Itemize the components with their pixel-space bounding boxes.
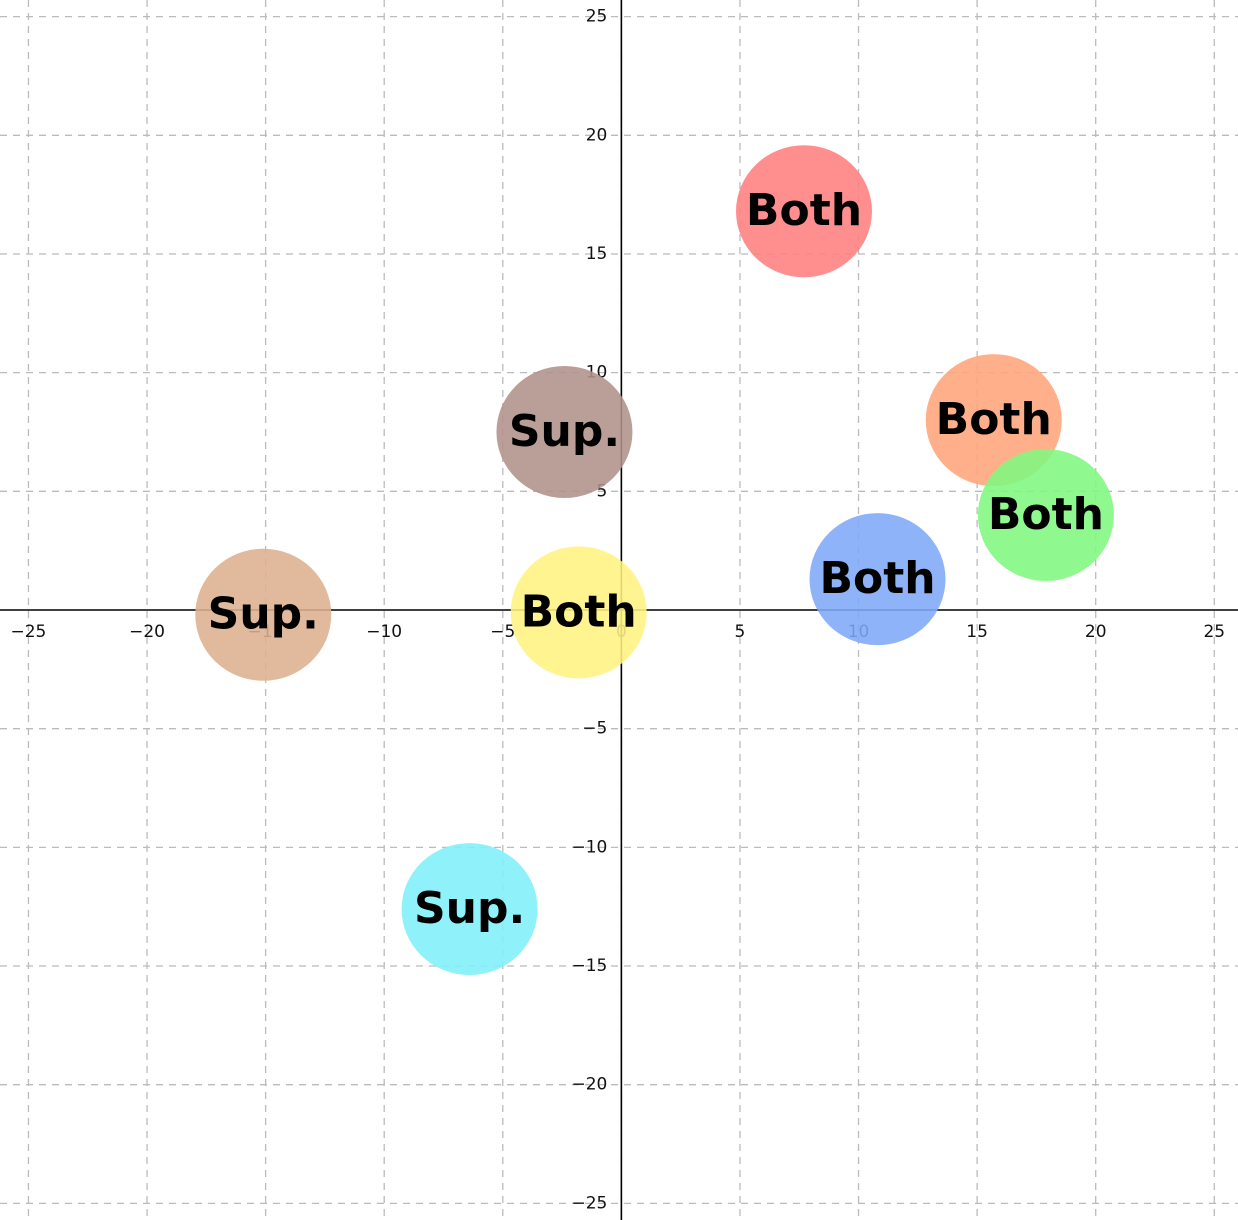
cluster-blob (496, 365, 633, 498)
cluster-label: Both (819, 553, 935, 604)
cluster-label: Sup. (208, 589, 319, 640)
cluster-blob (809, 513, 946, 646)
y-tick-label: 25 (586, 7, 608, 27)
cluster-label: Both (988, 489, 1104, 540)
y-tick-label: −10 (571, 837, 607, 857)
y-tick-label: −15 (571, 956, 607, 976)
x-tick-label: 20 (1085, 622, 1107, 642)
blobs (195, 145, 1114, 976)
y-tick-label: −25 (571, 1193, 607, 1213)
y-tick-label: 20 (586, 125, 608, 145)
y-tick-label: −20 (571, 1075, 607, 1095)
x-tick-label: −20 (129, 622, 165, 642)
y-tick-label: 5 (597, 481, 608, 501)
x-tick-label: −5 (490, 622, 515, 642)
cluster-blob (735, 145, 872, 278)
cluster-blob (977, 449, 1114, 582)
cluster-label: Both (936, 394, 1052, 445)
x-tick-label: −25 (11, 622, 47, 642)
x-tick-label: 15 (966, 622, 988, 642)
cluster-label: Both (521, 586, 637, 637)
cluster-blob (195, 548, 332, 681)
cluster-blob (510, 546, 647, 679)
x-tick-label: 25 (1203, 622, 1225, 642)
x-tick-label: −10 (366, 622, 402, 642)
cluster-label: Both (746, 185, 862, 236)
y-tick-label: −5 (582, 719, 607, 739)
x-tick-label: 5 (735, 622, 746, 642)
labels: Both Both Both Both Both Sup. Sup. Sup. (208, 185, 1104, 934)
cluster-label: Sup. (414, 883, 525, 934)
y-tick-label: 15 (586, 244, 608, 264)
cluster-label: Sup. (509, 406, 620, 457)
cluster-blob (401, 843, 538, 976)
